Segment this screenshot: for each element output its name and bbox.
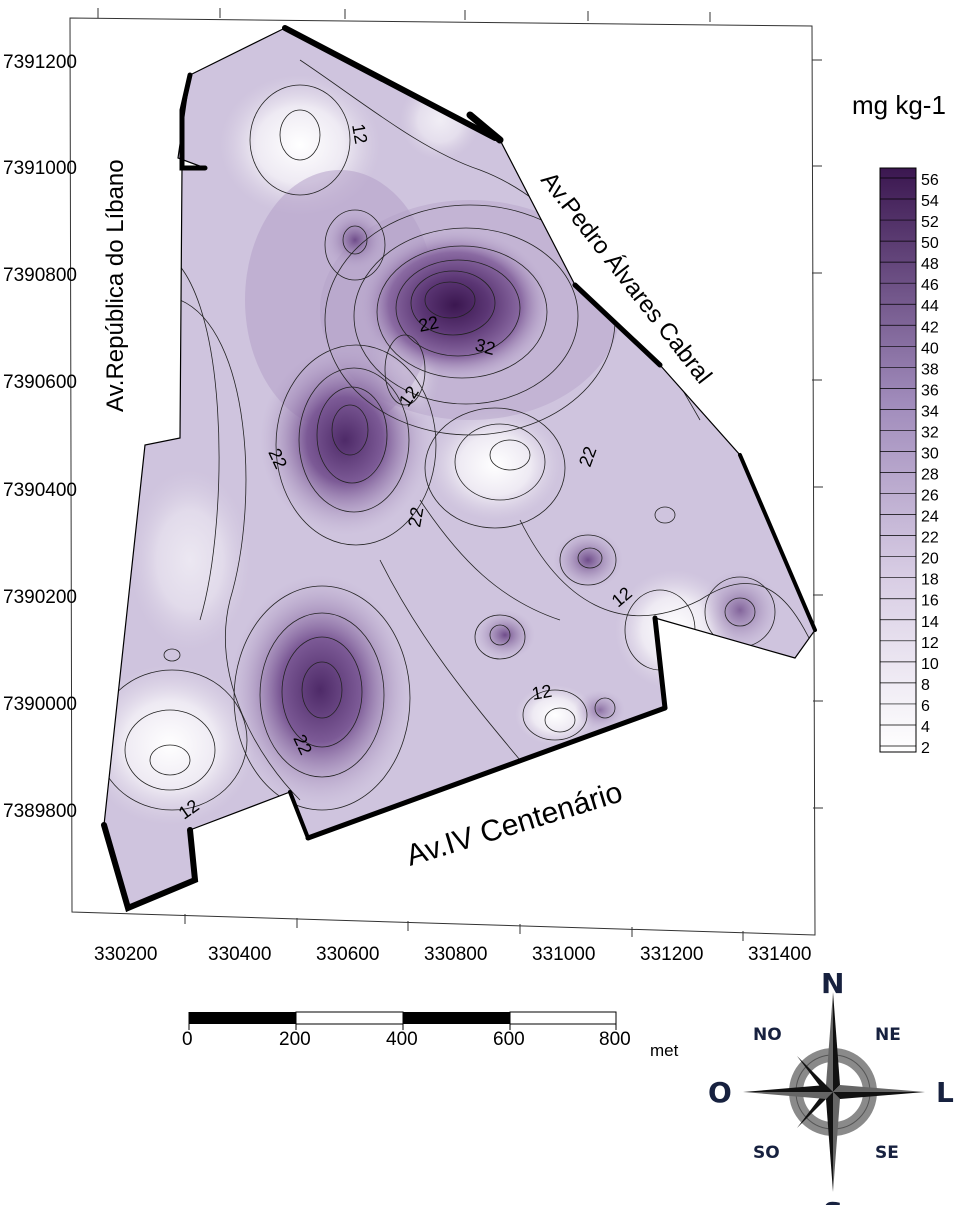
legend-level-label: 4 <box>921 719 930 736</box>
legend-level-label: 6 <box>921 698 930 715</box>
legend-level-label: 42 <box>921 319 939 336</box>
x-tick-label: 331400 <box>748 944 811 965</box>
legend-level-label: 48 <box>921 256 939 273</box>
contour-label: 12 <box>348 122 371 145</box>
legend-level-label: 46 <box>921 277 939 294</box>
legend-level-label: 14 <box>921 614 939 631</box>
y-tick-label: 7389800 <box>3 801 77 822</box>
color-legend: mg kg-1 56545250484644424038363432302826… <box>852 90 946 757</box>
legend-colorbar <box>879 167 917 753</box>
legend-level-label: 28 <box>921 467 939 484</box>
legend-level-label: 36 <box>921 382 939 399</box>
legend-level-label: 56 <box>921 172 939 189</box>
y-tick-label: 7390400 <box>3 480 77 501</box>
scale-label: 600 <box>493 1029 525 1050</box>
x-tick-label: 330600 <box>316 944 379 965</box>
scale-label: 0 <box>182 1029 193 1050</box>
legend-levels: 5654525048464442403836343230282624222018… <box>880 172 939 757</box>
x-tick-label: 331000 <box>532 944 595 965</box>
y-tick-label: 7391000 <box>3 158 77 179</box>
compass-no: NO <box>753 1025 782 1045</box>
legend-level-label: 34 <box>921 403 939 420</box>
compass-o: O <box>708 1076 732 1109</box>
contour-map <box>104 28 815 908</box>
contour-label: 12 <box>530 681 553 704</box>
legend-level-label: 54 <box>921 193 939 210</box>
legend-level-label: 20 <box>921 551 939 568</box>
x-tick-label: 330200 <box>94 944 157 965</box>
legend-level-label: 2 <box>921 740 930 757</box>
legend-level-label: 26 <box>921 488 939 505</box>
legend-level-label: 32 <box>921 424 939 441</box>
contour-label: 22 <box>404 505 427 528</box>
legend-level-label: 22 <box>921 530 939 547</box>
road-label-republica: Av.República do Líbano <box>102 159 129 412</box>
x-axis-labels: 330200 330400 330600 330800 331000 33120… <box>94 944 811 965</box>
y-axis-labels: 7391200 7391000 7390800 7390600 7390400 … <box>3 52 77 822</box>
contour-label: 22 <box>417 312 441 336</box>
legend-level-label: 40 <box>921 340 939 357</box>
compass-n: N <box>821 967 844 1000</box>
scale-label: 200 <box>279 1029 311 1050</box>
legend-level-label: 10 <box>921 656 939 673</box>
legend-level-label: 12 <box>921 635 939 652</box>
scale-bar: 0 200 400 600 800 met <box>182 1011 679 1060</box>
x-tick-label: 331200 <box>640 944 703 965</box>
legend-level-label: 8 <box>921 677 930 694</box>
map-frame <box>69 17 816 936</box>
compass-rose-icon: N S O L NO NE SO SE <box>708 967 954 1205</box>
y-tick-label: 7390200 <box>3 587 77 608</box>
compass-se: SE <box>875 1143 899 1163</box>
road-edges <box>101 25 817 913</box>
x-tick-label: 330400 <box>208 944 271 965</box>
scale-unit: met <box>650 1041 679 1060</box>
legend-level-label: 30 <box>921 445 939 462</box>
legend-level-label: 52 <box>921 214 939 231</box>
axis-ticks <box>97 8 823 941</box>
legend-unit: mg kg-1 <box>852 90 946 120</box>
compass-s: S <box>823 1196 843 1205</box>
y-tick-label: 7390600 <box>3 372 77 393</box>
scale-label: 400 <box>386 1029 418 1050</box>
compass-ne: NE <box>875 1025 901 1045</box>
compass-l: L <box>936 1076 954 1109</box>
y-tick-label: 7391200 <box>3 52 77 73</box>
legend-level-label: 50 <box>921 235 939 252</box>
compass-so: SO <box>753 1143 780 1163</box>
y-tick-label: 7390800 <box>3 265 77 286</box>
y-tick-label: 7390000 <box>3 694 77 715</box>
legend-level-label: 24 <box>921 509 939 526</box>
legend-level-label: 18 <box>921 572 939 589</box>
x-tick-label: 330800 <box>424 944 487 965</box>
legend-level-label: 44 <box>921 298 939 315</box>
scale-label: 800 <box>599 1029 631 1050</box>
legend-level-label: 16 <box>921 593 939 610</box>
legend-level-label: 38 <box>921 361 939 378</box>
